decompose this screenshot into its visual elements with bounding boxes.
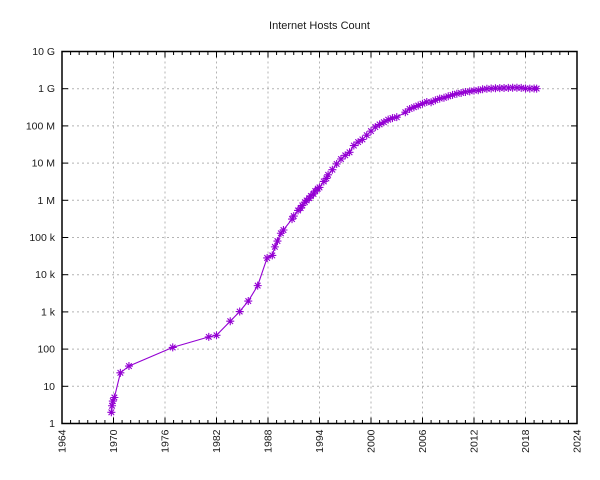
- chart-title: Internet Hosts Count: [269, 20, 370, 32]
- y-tick-label: 10 M: [32, 158, 55, 170]
- x-tick-label: 1970: [108, 429, 120, 453]
- y-tick-label: 10 k: [35, 269, 56, 281]
- y-tick-label: 100 k: [29, 232, 55, 244]
- y-tick-label: 1 k: [41, 306, 56, 318]
- x-tick-label: 1982: [211, 429, 223, 453]
- y-tick-label: 1 G: [38, 83, 55, 95]
- y-tick-label: 100 M: [26, 120, 55, 132]
- x-tick-label: 2024: [572, 429, 584, 453]
- x-tick-label: 1994: [314, 429, 326, 453]
- x-tick-label: 2000: [366, 429, 378, 453]
- x-tick-label: 1988: [263, 429, 275, 453]
- x-tick-label: 2006: [417, 429, 429, 453]
- x-tick-label: 1976: [160, 429, 172, 453]
- y-tick-label: 10 G: [32, 46, 55, 58]
- data-markers: [107, 83, 541, 417]
- x-tick-label: 2018: [520, 429, 532, 453]
- x-tick-label: 1964: [57, 429, 69, 453]
- y-tick-label: 100: [37, 344, 55, 356]
- data-line: [110, 87, 537, 413]
- y-tick-label: 1: [49, 418, 55, 430]
- y-tick-label: 1 M: [37, 195, 55, 207]
- y-tick-label: 10: [43, 381, 55, 393]
- x-tick-label: 2012: [469, 429, 481, 453]
